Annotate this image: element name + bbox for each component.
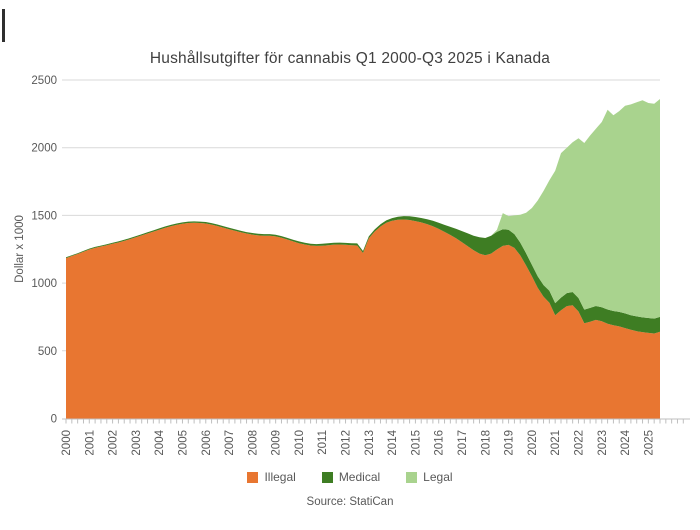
svg-text:2022: 2022 [573, 430, 585, 456]
svg-text:2023: 2023 [597, 430, 609, 456]
x-axis-labels: 2000 2001 2002 2003 2004 2005 2006 2007 2008 2009… [61, 429, 655, 455]
svg-text:2009: 2009 [271, 430, 283, 456]
svg-text:2025: 2025 [643, 430, 655, 456]
legend-swatch-medical [321, 471, 333, 483]
quarter-ticks [65, 419, 684, 424]
legend-item-medical: Medical [321, 470, 381, 484]
legend-label-illegal: Illegal [264, 470, 296, 484]
area-medical [66, 216, 660, 334]
svg-text:2013: 2013 [364, 430, 376, 456]
svg-text:2017: 2017 [457, 430, 469, 456]
svg-text:2021: 2021 [550, 430, 562, 456]
svg-text:1000: 1000 [31, 278, 57, 290]
svg-text:2010: 2010 [294, 430, 306, 456]
svg-text:2001: 2001 [84, 430, 96, 456]
svg-text:2008: 2008 [247, 430, 259, 456]
svg-text:2024: 2024 [620, 429, 632, 455]
svg-text:2003: 2003 [131, 430, 143, 456]
legend-item-illegal: Illegal [247, 470, 296, 484]
y-axis-labels: 0 500 1000 1500 2000 2500 [31, 75, 57, 426]
area-legal [66, 99, 660, 319]
legend-item-legal: Legal [406, 470, 453, 484]
source-note: Source: StatiCan [306, 496, 394, 508]
svg-text:2500: 2500 [31, 75, 57, 87]
svg-text:0: 0 [51, 414, 57, 426]
svg-text:2006: 2006 [201, 430, 213, 456]
svg-text:2012: 2012 [341, 430, 353, 456]
svg-text:2015: 2015 [410, 430, 422, 456]
svg-text:2005: 2005 [177, 430, 189, 456]
legend-label-medical: Medical [338, 470, 381, 484]
screen-edge-artifact [2, 9, 5, 42]
legend-label-legal: Legal [423, 470, 453, 484]
svg-text:2002: 2002 [108, 430, 120, 456]
area-illegal [66, 219, 660, 419]
chart-legend: Illegal Medical Legal [0, 470, 700, 484]
svg-text:1500: 1500 [31, 210, 57, 222]
svg-text:500: 500 [38, 346, 57, 358]
svg-text:2011: 2011 [317, 430, 329, 455]
svg-text:2019: 2019 [504, 430, 516, 456]
svg-text:2014: 2014 [387, 429, 399, 455]
svg-text:2004: 2004 [154, 429, 166, 455]
svg-text:2007: 2007 [224, 430, 236, 456]
chart-title: Hushållsutgifter för cannabis Q1 2000-Q3… [149, 50, 551, 67]
legend-swatch-illegal [247, 471, 259, 483]
legend-swatch-legal [406, 471, 418, 483]
svg-text:2000: 2000 [31, 143, 57, 155]
svg-text:2000: 2000 [61, 430, 73, 456]
svg-text:2016: 2016 [434, 430, 446, 456]
svg-text:2018: 2018 [480, 430, 492, 456]
svg-text:2020: 2020 [527, 430, 539, 456]
